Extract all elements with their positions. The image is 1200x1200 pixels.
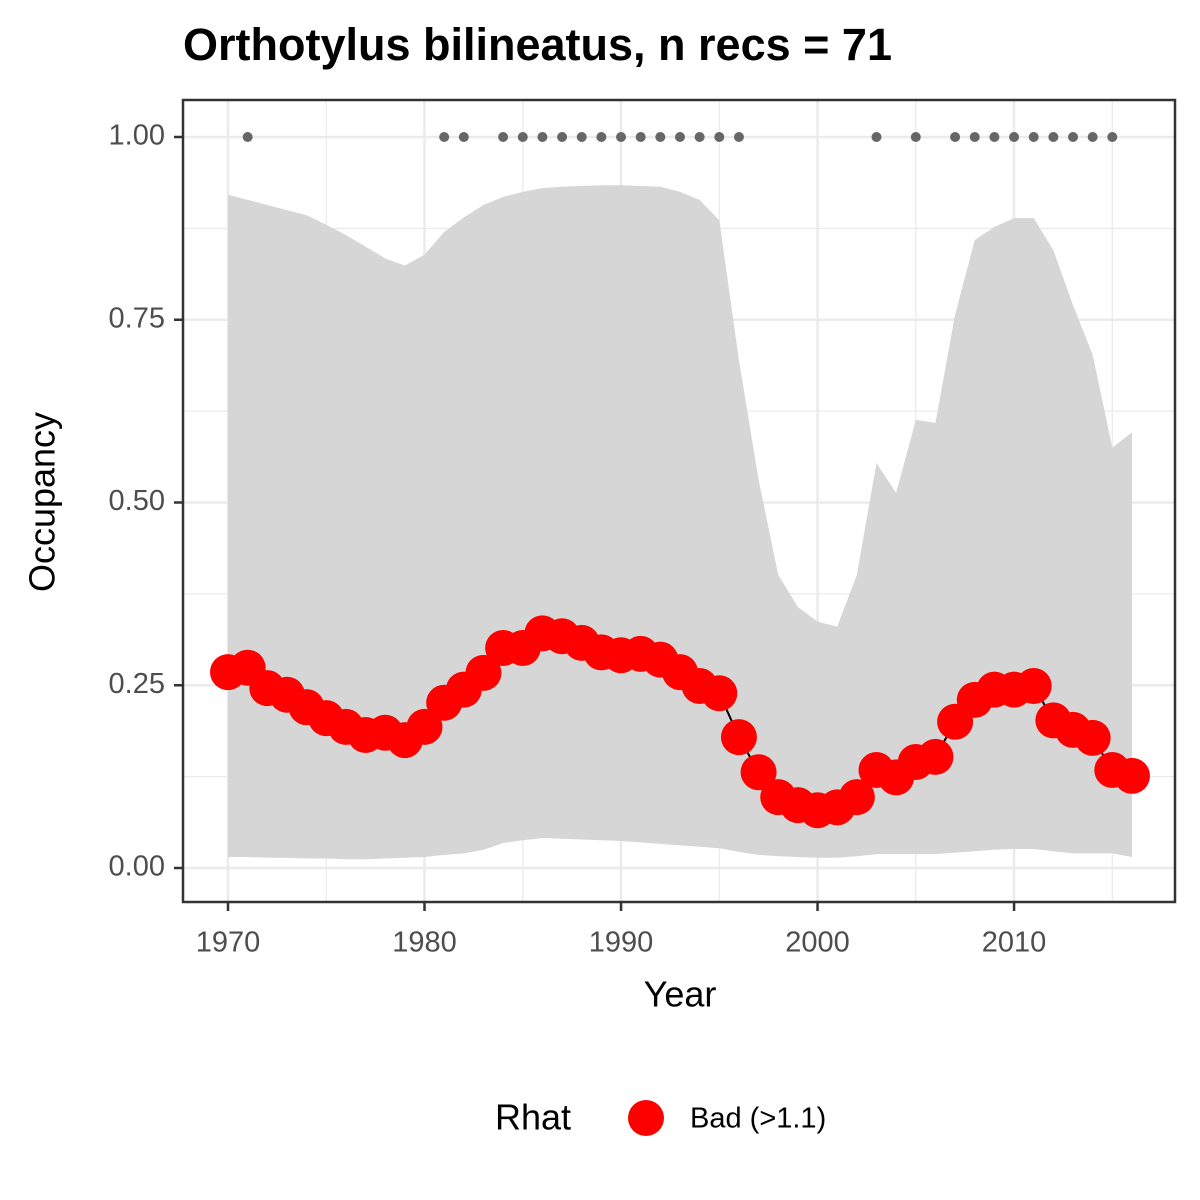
- record-point: [1068, 131, 1079, 142]
- record-point: [1048, 131, 1059, 142]
- x-axis-label: Year: [644, 974, 717, 1015]
- x-tick-label: 1980: [392, 927, 457, 959]
- legend-marker: [628, 1100, 664, 1136]
- record-point: [439, 131, 450, 142]
- record-point: [655, 131, 666, 142]
- record-point: [635, 131, 646, 142]
- record-point: [989, 131, 1000, 142]
- record-point: [517, 131, 528, 142]
- record-point: [537, 131, 548, 142]
- data-point: [838, 779, 875, 816]
- data-point: [720, 719, 757, 756]
- data-point: [1015, 667, 1052, 704]
- record-point: [1009, 131, 1020, 142]
- record-point: [498, 131, 509, 142]
- y-tick-label: 0.50: [109, 485, 165, 517]
- y-tick-label: 0.25: [109, 668, 165, 700]
- record-point: [1028, 131, 1039, 142]
- record-point: [714, 131, 725, 142]
- record-point: [616, 131, 627, 142]
- panel-border: [181, 98, 1177, 904]
- x-tick-label: 2010: [982, 927, 1047, 959]
- record-point: [969, 131, 980, 142]
- y-tick-label: 0.00: [109, 851, 165, 883]
- record-point: [458, 131, 469, 142]
- record-point: [1087, 131, 1098, 142]
- data-point: [406, 708, 443, 745]
- data-point: [701, 675, 738, 712]
- confidence-band: [228, 185, 1132, 860]
- x-tick-label: 2000: [785, 927, 850, 959]
- record-point: [674, 131, 685, 142]
- data-point: [740, 754, 777, 791]
- x-tick-label: 1990: [589, 927, 654, 959]
- y-tick-label: 1.00: [109, 120, 165, 152]
- record-point: [557, 131, 568, 142]
- record-point: [950, 131, 961, 142]
- data-point: [1074, 719, 1111, 756]
- data-point: [465, 654, 502, 691]
- record-point: [733, 131, 744, 142]
- record-point: [596, 131, 607, 142]
- record-point: [576, 131, 587, 142]
- data-point: [917, 738, 954, 775]
- x-tick-label: 1970: [196, 927, 261, 959]
- record-point: [242, 131, 253, 142]
- y-tick-label: 0.75: [109, 302, 165, 334]
- record-point: [910, 131, 921, 142]
- data-point: [1113, 757, 1150, 794]
- y-axis-label: Occupancy: [22, 412, 63, 592]
- legend-title: Rhat: [495, 1097, 571, 1138]
- chart-title: Orthotylus bilineatus, n recs = 71: [183, 19, 892, 70]
- record-point: [694, 131, 705, 142]
- record-point: [871, 131, 882, 142]
- record-point: [1107, 131, 1118, 142]
- legend-label: Bad (>1.1): [690, 1103, 826, 1135]
